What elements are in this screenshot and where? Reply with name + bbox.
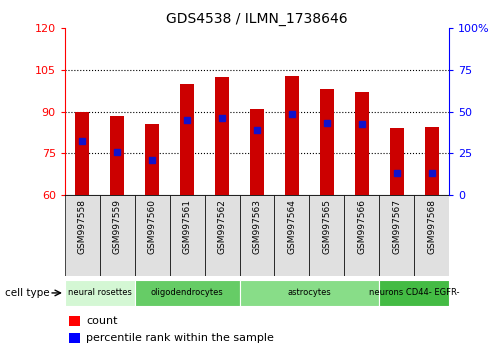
Bar: [355, 92, 369, 195]
Bar: [240, 280, 379, 306]
Bar: [215, 77, 229, 195]
Bar: [69, 333, 80, 343]
Text: count: count: [86, 316, 117, 326]
Bar: [135, 195, 170, 276]
Text: GSM997563: GSM997563: [252, 199, 261, 254]
Bar: [320, 89, 334, 195]
Bar: [65, 195, 100, 276]
Bar: [379, 195, 414, 276]
Text: oligodendrocytes: oligodendrocytes: [151, 289, 224, 297]
Bar: [425, 127, 439, 195]
Bar: [100, 195, 135, 276]
Text: GSM997560: GSM997560: [148, 199, 157, 254]
Text: neural rosettes: neural rosettes: [68, 289, 132, 297]
Text: GSM997568: GSM997568: [427, 199, 436, 254]
Text: neurons CD44- EGFR-: neurons CD44- EGFR-: [369, 289, 460, 297]
Bar: [379, 280, 449, 306]
Text: GSM997565: GSM997565: [322, 199, 331, 254]
Bar: [250, 109, 264, 195]
Text: GSM997567: GSM997567: [392, 199, 401, 254]
Bar: [65, 280, 135, 306]
Bar: [170, 195, 205, 276]
Text: cell type: cell type: [5, 288, 49, 298]
Bar: [135, 280, 240, 306]
Bar: [285, 76, 299, 195]
Title: GDS4538 / ILMN_1738646: GDS4538 / ILMN_1738646: [166, 12, 348, 26]
Text: GSM997564: GSM997564: [287, 199, 296, 254]
Text: GSM997558: GSM997558: [78, 199, 87, 254]
Text: percentile rank within the sample: percentile rank within the sample: [86, 333, 274, 343]
Bar: [240, 195, 274, 276]
Bar: [110, 116, 124, 195]
Bar: [274, 195, 309, 276]
Text: GSM997566: GSM997566: [357, 199, 366, 254]
Bar: [205, 195, 240, 276]
Bar: [75, 112, 89, 195]
Text: GSM997561: GSM997561: [183, 199, 192, 254]
Bar: [145, 124, 159, 195]
Bar: [69, 316, 80, 326]
Bar: [390, 128, 404, 195]
Bar: [414, 195, 449, 276]
Text: GSM997559: GSM997559: [113, 199, 122, 254]
Bar: [344, 195, 379, 276]
Text: GSM997562: GSM997562: [218, 199, 227, 254]
Bar: [309, 195, 344, 276]
Bar: [180, 84, 194, 195]
Text: astrocytes: astrocytes: [287, 289, 331, 297]
